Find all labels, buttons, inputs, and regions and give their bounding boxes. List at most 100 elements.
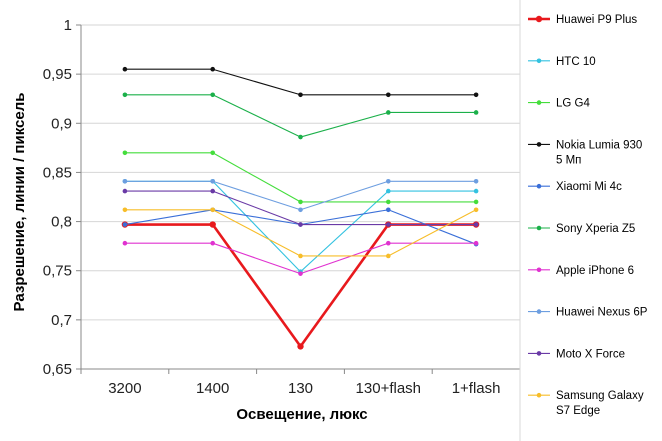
data-point [210,178,215,184]
data-point [473,92,479,98]
legend: Huawei P9 Plus HTC 10 LG G4 Nokia Lumia 930… [528,14,648,417]
data-point [122,240,128,246]
data-point [386,110,391,115]
legend-swatch-marker [536,100,542,105]
x-tick-label: 1+flash [452,380,501,397]
data-point [122,92,128,98]
data-point [386,188,391,194]
gridlines [81,24,520,321]
data-point [122,150,128,156]
legend-label: Samsung Galaxy S7 Edge [556,390,644,417]
legend-swatch-marker [536,225,542,231]
series-line [124,180,477,211]
y-tick-label: 0,8 [51,214,72,231]
y-tick-label: 0,95 [43,66,72,83]
legend-item: LG G4 [528,98,590,110]
legend-item: Moto X Force [528,348,625,360]
data-point [122,207,128,213]
data-point [473,240,479,246]
series-3 [122,66,479,98]
legend-item: HTC 10 [528,56,596,68]
series-7 [122,178,479,213]
data-point [473,199,479,205]
legend-swatch-marker [536,58,542,64]
legend-swatch-marker [536,142,542,147]
data-point [473,222,479,227]
legend-label: Moto X Force [556,348,625,360]
tick-labels: 0,65 0,7 0,75 0,8 0,85 0,9 0,95 1 3200 1400 130 130… [43,17,501,397]
series-line [124,152,477,203]
y-tick-label: 0,65 [43,361,72,378]
data-point [386,178,391,184]
y-axis-title: Разрешение, линии / пиксель [11,93,28,312]
legend-item: Huawei P9 Plus [528,14,637,26]
data-point [122,188,128,194]
data-point [209,221,216,228]
y-tick-label: 0,7 [51,312,72,329]
legend-swatch-marker [535,15,543,23]
y-tick-label: 0,9 [51,115,72,132]
x-tick-label: 1400 [196,380,229,397]
data-point [473,207,479,213]
data-point [210,240,215,246]
data-point [298,92,303,98]
legend-label: LG G4 [556,98,590,110]
legend-label: Huawei Nexus 6P [556,307,648,319]
series-line [124,94,477,138]
series-line [124,68,477,96]
series-0 [121,221,480,350]
legend-label: Sony Xperia Z5 [556,223,635,235]
data-point [210,150,215,156]
series-line [124,242,477,275]
data-point [298,253,303,259]
legend-label: HTC 10 [556,56,596,68]
data-point [298,134,303,140]
data-point [210,188,215,194]
data-point [473,178,479,184]
y-tick-label: 1 [64,17,72,34]
data-point [386,253,391,259]
legend-item: Nokia Lumia 930 5 Мп [528,139,642,166]
y-tick-label: 0,75 [43,263,72,280]
legend-swatch-marker [536,351,542,356]
data-point [473,110,479,115]
series-8 [122,188,479,227]
data-point [210,66,215,72]
data-point [386,222,391,227]
series-5 [122,92,479,140]
data-point [473,188,479,194]
data-point [122,66,128,72]
data-point [298,271,303,276]
data-point [386,92,391,98]
x-axis-title: Освещение, люкс [236,406,367,423]
legend-item: Samsung Galaxy S7 Edge [528,390,644,417]
series-line [124,209,477,245]
legend-swatch-marker [536,309,542,314]
y-tick-label: 0,85 [43,164,72,181]
series-9 [122,207,479,259]
legend-item: Xiaomi Mi 4c [528,181,622,193]
axes [76,24,521,374]
data-point [386,199,391,205]
x-tick-label: 3200 [108,380,141,397]
legend-item: Huawei Nexus 6P [528,307,648,319]
data-point [210,92,215,98]
data-point [386,207,391,213]
data-point [297,343,304,350]
series-2 [122,150,479,205]
legend-item: Apple iPhone 6 [528,265,634,277]
legend-swatch-marker [536,392,542,398]
data-point [122,222,128,227]
data-point [122,178,128,184]
series-lines [121,66,480,350]
x-tick-label: 130+flash [356,380,421,397]
series-6 [122,240,479,276]
x-tick-label: 130 [288,380,313,397]
legend-label: Apple iPhone 6 [556,265,634,277]
legend-label: Nokia Lumia 930 5 Мп [556,139,642,166]
legend-swatch-marker [536,183,542,189]
series-line [124,209,477,257]
legend-item: Sony Xperia Z5 [528,223,635,235]
data-point [298,207,303,213]
